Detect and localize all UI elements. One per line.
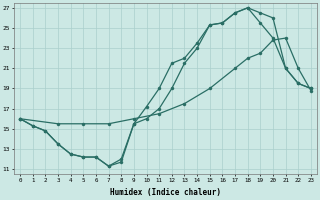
X-axis label: Humidex (Indice chaleur): Humidex (Indice chaleur)	[110, 188, 221, 197]
